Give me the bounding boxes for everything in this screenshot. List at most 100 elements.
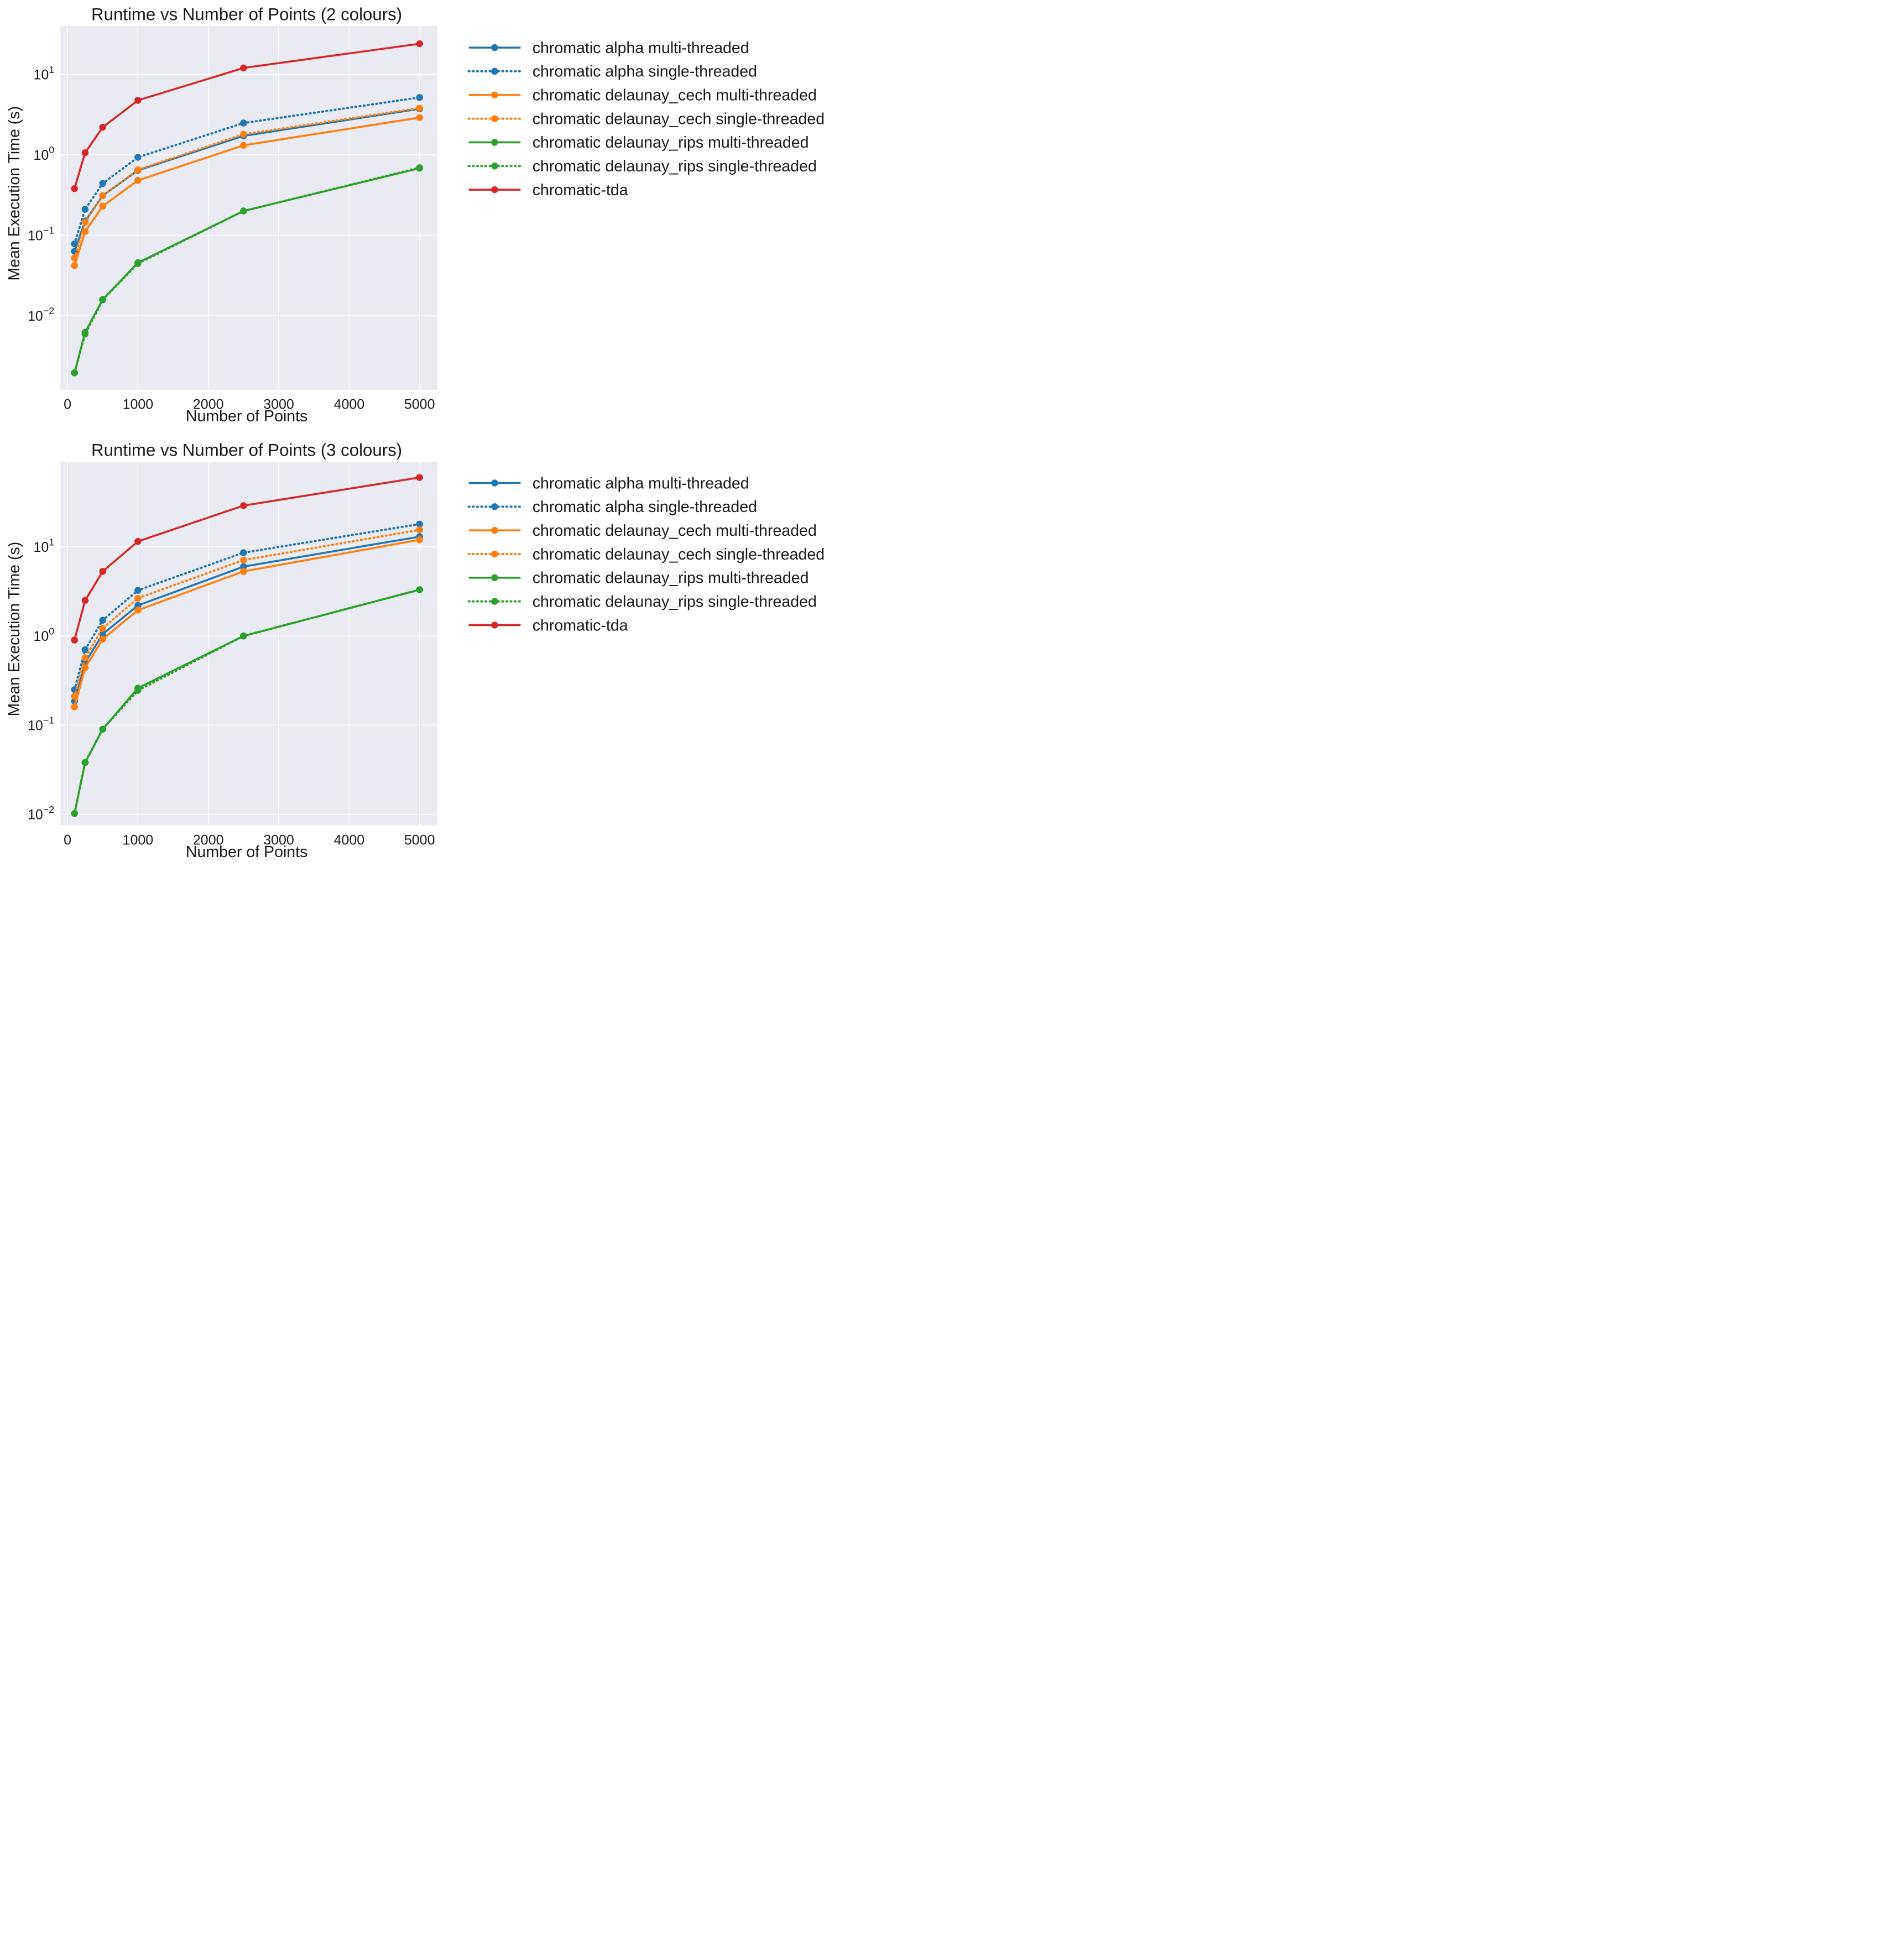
data-point: [99, 123, 106, 131]
data-point: [416, 474, 423, 481]
data-point: [134, 166, 142, 174]
data-point: [134, 154, 142, 161]
plot-area: 0 1000 2000 3000 4000 5000 10−2 10−1 100 101: [28, 462, 437, 848]
series-line: [74, 43, 420, 189]
data-point: [81, 654, 89, 661]
series-line: [73, 588, 421, 815]
data-point: [81, 330, 89, 338]
x-tick-label: 5000: [404, 833, 435, 848]
x-axis-label: Number of Points: [186, 843, 308, 861]
data-point: [71, 693, 79, 700]
data-point: [240, 568, 247, 575]
series-line: [74, 539, 420, 707]
data-point: [416, 164, 423, 171]
data-point: [99, 192, 106, 200]
legend-marker: [491, 621, 498, 629]
data-point: [99, 635, 106, 643]
legend-marker: [491, 186, 498, 194]
series-line: [73, 166, 421, 374]
data-point: [81, 597, 89, 604]
x-tick-label: 1000: [123, 833, 154, 848]
series-line: [73, 529, 421, 698]
data-point: [416, 520, 423, 528]
data-point: [416, 586, 423, 593]
y-axis-label: Mean Execution Time (s): [6, 542, 23, 717]
data-point: [134, 687, 142, 694]
y-tick-label: 101: [33, 536, 54, 555]
data-point: [99, 296, 106, 304]
series-chromatic-tda: [71, 40, 423, 192]
data-point: [416, 536, 423, 544]
data-point: [99, 202, 106, 210]
legend-entry: chromatic alpha multi-threaded: [468, 474, 749, 492]
legend-label: chromatic delaunay_rips single-threaded: [533, 158, 817, 175]
legend: chromatic alpha multi-threaded chromatic …: [467, 39, 825, 199]
legend-entry: chromatic delaunay_cech single-threaded: [467, 546, 825, 563]
legend-label: chromatic delaunay_cech multi-threaded: [533, 87, 817, 105]
legend-label: chromatic delaunay_cech multi-threaded: [533, 522, 817, 540]
data-point: [81, 206, 89, 213]
data-point: [134, 97, 142, 104]
data-point: [416, 526, 423, 534]
legend-marker: [491, 162, 498, 170]
data-point: [71, 369, 79, 377]
series-line: [73, 96, 421, 246]
plot-area: 0 1000 2000 3000 4000 5000 10−2 10−1 100 101: [28, 25, 437, 412]
data-point: [71, 809, 79, 817]
data-point: [240, 549, 247, 556]
data-point: [240, 632, 247, 640]
y-tick-label: 10−2: [28, 305, 54, 324]
series-line: [73, 107, 421, 259]
x-tick-label: 0: [64, 833, 71, 848]
legend-marker: [491, 91, 498, 99]
legend-label: chromatic-tda: [533, 617, 628, 634]
legend-entry: chromatic delaunay_rips single-threaded: [467, 593, 817, 610]
series-chromatic-delaunay-rips-single-threaded: [71, 586, 423, 817]
legend-entry: chromatic-tda: [468, 181, 628, 199]
y-tick-label: 10−2: [28, 804, 54, 823]
legend-marker: [491, 503, 498, 510]
data-point: [240, 563, 247, 570]
data-point: [81, 149, 89, 156]
legend-label: chromatic delaunay_rips multi-threaded: [533, 134, 809, 152]
y-tick-label: 100: [33, 625, 54, 644]
legend-entry: chromatic delaunay_cech single-threaded: [467, 110, 825, 128]
y-tick-label: 10−1: [28, 715, 54, 734]
data-point: [416, 94, 423, 101]
data-point: [240, 207, 247, 215]
data-point: [99, 617, 106, 624]
data-point: [134, 177, 142, 184]
chart-panel-2-colours: Runtime vs Number of Points (2 colours) …: [6, 5, 825, 425]
data-point: [240, 502, 247, 509]
chart-title: Runtime vs Number of Points (3 colours): [91, 440, 402, 459]
data-point: [71, 254, 79, 262]
data-point: [81, 218, 89, 226]
data-point: [416, 114, 423, 121]
chart-title: Runtime vs Number of Points (2 colours): [91, 5, 402, 24]
legend: chromatic alpha multi-threaded chromatic …: [467, 474, 825, 634]
data-point: [99, 725, 106, 733]
x-tick-label: 4000: [334, 833, 365, 848]
data-point: [99, 180, 106, 187]
legend-entry: chromatic alpha multi-threaded: [468, 39, 749, 57]
series-chromatic-alpha-single-threaded: [71, 94, 423, 248]
data-point: [71, 636, 79, 644]
series-line: [74, 116, 420, 266]
y-axis-label: Mean Execution Time (s): [6, 106, 23, 281]
legend-entry: chromatic-tda: [468, 617, 628, 634]
figure: Runtime vs Number of Points (2 colours) …: [0, 0, 849, 867]
legend-marker: [491, 550, 498, 558]
chart-panel-3-colours: Runtime vs Number of Points (3 colours) …: [6, 440, 825, 860]
legend-entry: chromatic alpha single-threaded: [467, 63, 757, 81]
data-point: [240, 119, 247, 127]
legend-label: chromatic-tda: [533, 181, 628, 199]
data-point: [134, 537, 142, 545]
x-axis-label: Number of Points: [186, 408, 308, 425]
y-tick-label: 101: [33, 64, 54, 83]
data-point: [416, 105, 423, 112]
legend-label: chromatic alpha multi-threaded: [533, 39, 749, 57]
series-chromatic-delaunay-cech-multi-threaded: [71, 536, 423, 711]
plot-background: [60, 25, 437, 390]
data-point: [99, 625, 106, 632]
legend-marker: [491, 115, 498, 122]
